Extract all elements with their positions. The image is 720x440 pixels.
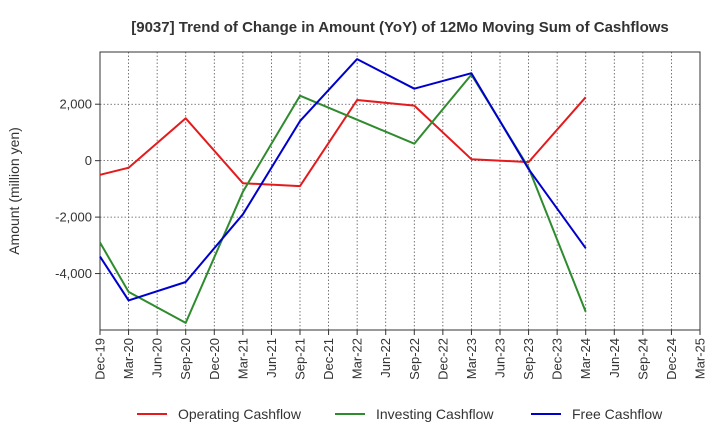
y-tick-label: -2,000 xyxy=(55,210,92,225)
series-line-free-cashflow xyxy=(99,58,587,302)
y-axis-label: Amount (million yen) xyxy=(6,127,22,255)
x-tick-label: Sep-24 xyxy=(635,338,650,380)
x-tick-label: Dec-20 xyxy=(207,338,222,380)
x-tick-label: Jun-21 xyxy=(264,338,279,378)
x-tick-label: Sep-20 xyxy=(178,338,193,380)
x-tick-label: Dec-21 xyxy=(321,338,336,380)
legend-item-operating-cashflow: Operating Cashflow xyxy=(137,406,302,422)
x-axis: Dec-19 Mar-20 Jun-20 Sep-20 Dec-20 Mar-21 Jun-… xyxy=(93,330,708,380)
legend-item-free-cashflow: Free Cashflow xyxy=(531,406,663,422)
x-tick-label: Jun-22 xyxy=(378,338,393,378)
x-tick-label: Mar-25 xyxy=(693,338,708,379)
x-tick-label: Jun-24 xyxy=(607,338,622,378)
legend: Operating Cashflow Investing Cashflow Free… xyxy=(137,406,663,422)
x-tick-label: Dec-24 xyxy=(664,338,679,380)
x-tick-label: Mar-20 xyxy=(121,338,136,379)
x-tick-label: Dec-19 xyxy=(93,338,108,380)
x-tick-label: Mar-23 xyxy=(464,338,479,379)
x-tick-label: Sep-23 xyxy=(521,338,536,380)
x-tick-label: Mar-21 xyxy=(235,338,250,379)
legend-item-investing-cashflow: Investing Cashflow xyxy=(335,406,494,422)
y-axis: -4,000 -2,000 0 2,000 xyxy=(55,97,100,281)
chart-title: [9037] Trend of Change in Amount (YoY) o… xyxy=(131,19,669,36)
x-tick-label: Mar-22 xyxy=(350,338,365,379)
series-line-operating-cashflow xyxy=(99,96,587,188)
grid-lines xyxy=(99,52,701,330)
x-tick-label: Dec-23 xyxy=(550,338,565,380)
x-tick-label: Jun-23 xyxy=(493,338,508,378)
y-tick-label: 2,000 xyxy=(59,97,92,112)
plot-frame xyxy=(99,51,701,331)
legend-label: Investing Cashflow xyxy=(376,406,494,422)
y-tick-label: 0 xyxy=(85,153,92,168)
x-tick-label: Sep-22 xyxy=(407,338,422,380)
y-tick-label: -4,000 xyxy=(55,266,92,281)
x-tick-label: Dec-22 xyxy=(435,338,450,380)
legend-label: Operating Cashflow xyxy=(178,406,302,422)
series-lines xyxy=(99,58,587,324)
x-tick-label: Jun-20 xyxy=(150,338,165,378)
x-tick-label: Sep-21 xyxy=(293,338,308,380)
legend-label: Free Cashflow xyxy=(572,406,663,422)
x-tick-label: Mar-24 xyxy=(578,338,593,379)
